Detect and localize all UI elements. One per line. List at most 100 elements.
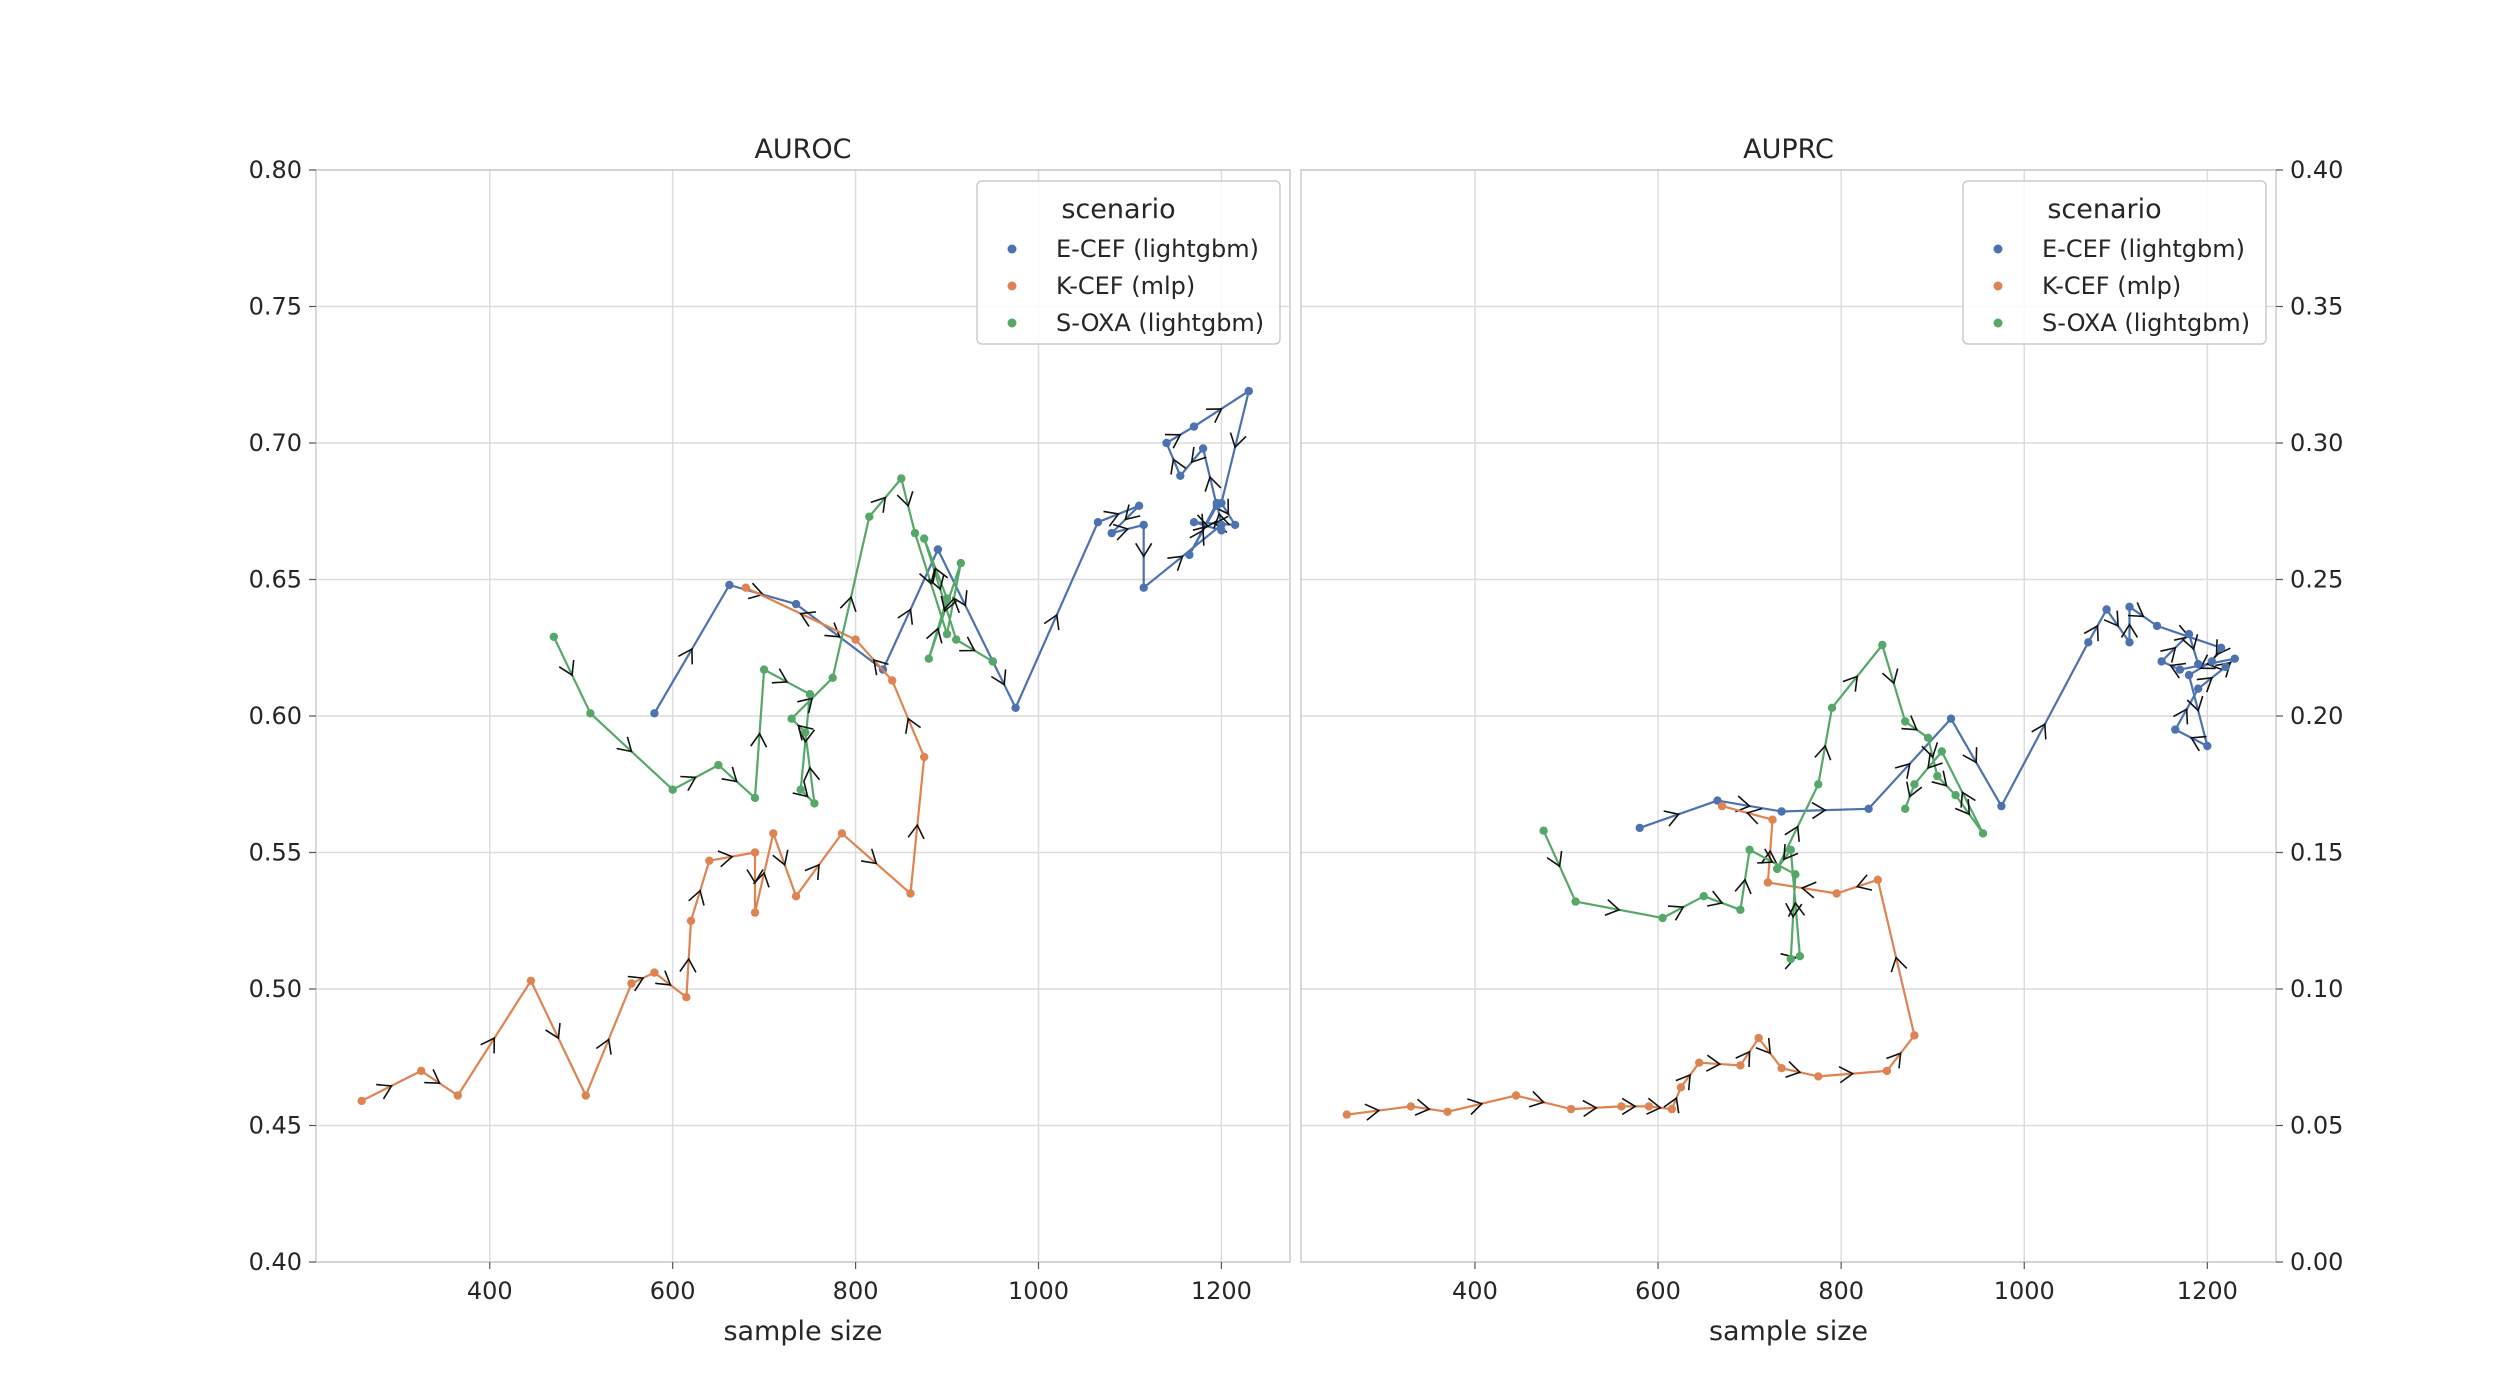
data-point	[956, 558, 965, 568]
data-point	[2171, 725, 2180, 734]
data-point	[1901, 804, 1910, 813]
data-point	[952, 635, 961, 644]
direction-arrow	[951, 590, 968, 607]
x-tick-label: 1000	[1994, 1277, 2055, 1305]
direction-arrow	[870, 496, 887, 513]
direction-arrow	[990, 669, 1007, 686]
data-point	[1777, 1064, 1786, 1073]
direction-arrow	[905, 717, 922, 734]
data-point	[1864, 804, 1873, 813]
x-tick-label: 1200	[1191, 1277, 1252, 1305]
data-point	[668, 785, 677, 794]
direction-arrow	[1894, 762, 1911, 779]
y-tick-label: 0.10	[2290, 975, 2343, 1003]
direction-arrow	[1954, 799, 1971, 816]
data-point	[1873, 875, 1883, 884]
data-point	[1786, 845, 1796, 854]
data-point	[1997, 801, 2006, 811]
direction-arrow	[928, 574, 945, 591]
direction-arrow	[1663, 810, 1681, 827]
direction-arrow	[907, 823, 925, 840]
direction-arrow	[616, 736, 633, 753]
panel-title: AUROC	[754, 134, 851, 165]
y-tick-label: 0.80	[249, 156, 302, 184]
data-point	[1814, 1072, 1823, 1081]
direction-arrow	[1787, 901, 1806, 917]
data-point	[1795, 952, 1805, 961]
y-tick-label: 0.60	[249, 702, 302, 730]
legend: scenario E-CEF (lightgbm) K-CEF (mlp) S-OXA…	[1962, 180, 2267, 345]
data-point	[910, 528, 920, 538]
legend-entry: K-CEF (mlp)	[1056, 272, 1195, 300]
direction-arrow	[771, 668, 789, 684]
direction-arrow	[1675, 1073, 1692, 1091]
data-point	[2175, 665, 2185, 674]
data-point	[791, 599, 801, 609]
data-point	[2102, 605, 2111, 614]
x-tick-label: 1200	[2177, 1277, 2238, 1305]
direction-arrow	[1927, 752, 1943, 770]
y-tick-label: 0.65	[249, 566, 302, 594]
legend-entry: E-CEF (lightgbm)	[1056, 235, 1259, 263]
legend-marker	[1007, 244, 1017, 254]
direction-arrow	[918, 568, 936, 586]
direction-arrow	[943, 597, 961, 614]
data-point	[549, 632, 558, 641]
data-point	[1217, 526, 1226, 535]
direction-arrow	[717, 850, 734, 868]
direction-arrow	[2189, 735, 2207, 752]
legend-marker	[1993, 244, 2003, 254]
data-point	[1230, 520, 1240, 530]
data-point	[851, 635, 860, 644]
data-point	[581, 1091, 590, 1100]
data-point	[1777, 807, 1786, 816]
x-tick-label: 800	[833, 1277, 879, 1305]
direction-arrow	[2160, 646, 2177, 663]
direction-arrow	[1546, 850, 1563, 868]
direction-arrow	[802, 766, 821, 783]
direction-arrow	[1901, 715, 1918, 731]
direction-arrow	[1960, 791, 1976, 808]
legend-entry: K-CEF (mlp)	[2042, 272, 2181, 300]
data-point	[828, 673, 837, 682]
x-tick-label: 600	[1635, 1277, 1681, 1305]
direction-arrow	[1190, 446, 1207, 464]
data-point	[897, 474, 906, 483]
y-tick-label: 0.25	[2290, 566, 2343, 594]
direction-arrow	[1755, 1037, 1772, 1055]
direction-arrow	[2173, 707, 2189, 725]
direction-arrow	[595, 1038, 612, 1055]
data-point	[2184, 670, 2194, 680]
direction-arrow	[2196, 676, 2214, 693]
direction-arrow	[2083, 624, 2099, 642]
direction-arrow	[1112, 523, 1130, 541]
direction-arrow	[2120, 622, 2139, 638]
legend-marker	[1007, 318, 1017, 328]
direction-arrow	[1785, 1061, 1802, 1078]
direction-arrow	[680, 775, 697, 791]
data-point	[1699, 892, 1709, 901]
direction-arrow	[1838, 1065, 1855, 1084]
data-point	[1978, 829, 1988, 838]
data-point	[1134, 501, 1144, 510]
legend-marker	[1993, 281, 2003, 291]
legend-entry: S-OXA (lightgbm)	[1056, 309, 1264, 337]
direction-arrow	[860, 848, 878, 865]
direction-arrow	[1667, 905, 1685, 921]
direction-arrow	[797, 697, 814, 714]
data-point	[1342, 1110, 1352, 1119]
data-point	[796, 785, 805, 794]
direction-arrow	[1811, 801, 1827, 820]
data-point	[1951, 791, 1960, 800]
data-point	[1189, 518, 1199, 527]
y-tick-label: 0.40	[2290, 156, 2343, 184]
data-point	[920, 752, 929, 762]
direction-arrow	[1103, 510, 1120, 527]
direction-arrow	[2169, 662, 2187, 679]
data-point	[1107, 528, 1116, 538]
direction-arrow	[897, 608, 914, 625]
data-point	[1745, 845, 1754, 854]
data-point	[1185, 550, 1194, 560]
legend-marker	[1007, 281, 1017, 291]
direction-arrow	[1931, 770, 1948, 787]
